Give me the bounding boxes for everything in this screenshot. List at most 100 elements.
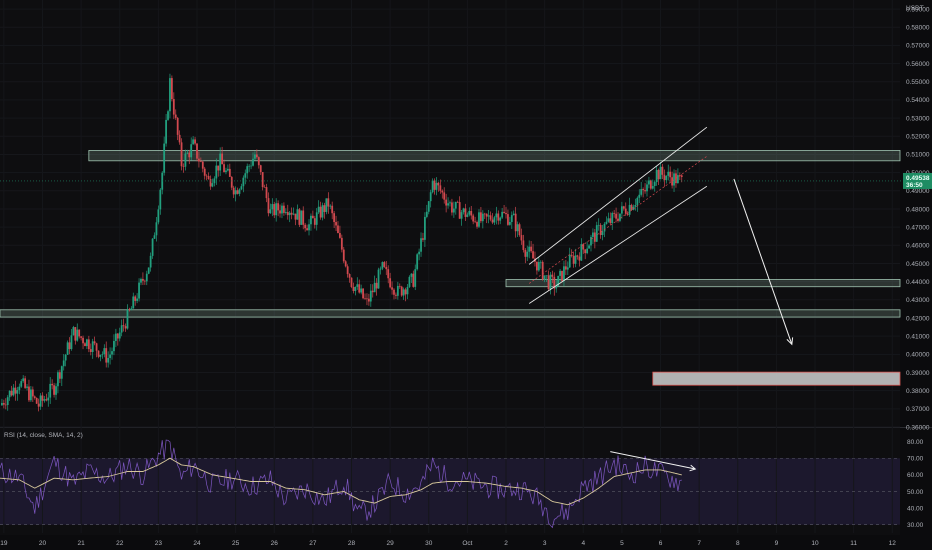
candle-up	[580, 244, 583, 261]
candle-up	[563, 266, 565, 281]
time-tick-label: Oct	[462, 540, 472, 547]
time-axis[interactable]	[0, 535, 932, 550]
candle-down	[476, 222, 478, 227]
candle-up	[39, 395, 42, 407]
candle-down	[570, 254, 573, 256]
candle-up	[427, 201, 430, 212]
candle-down	[391, 287, 393, 290]
zone-target	[652, 371, 901, 386]
price-pane[interactable]	[0, 0, 900, 427]
candle-down	[277, 203, 280, 211]
candle-up	[369, 290, 372, 302]
candle-up	[49, 383, 52, 398]
candle-up	[284, 212, 287, 213]
candle-down	[2, 402, 5, 405]
candle-down	[671, 177, 674, 186]
candle-down	[576, 255, 579, 257]
candle-up	[559, 270, 561, 276]
candle-down	[518, 224, 521, 236]
candle-up	[57, 372, 59, 387]
candle-up	[244, 173, 247, 178]
price-axis[interactable]	[900, 0, 932, 535]
candle-down	[93, 341, 96, 344]
candle-down	[669, 171, 672, 178]
rsi-line	[0, 439, 682, 529]
candle-down	[263, 187, 266, 188]
candle-up	[545, 275, 548, 276]
candle-up	[250, 165, 252, 167]
candle-down	[306, 228, 308, 231]
price-tick-label: 0.37000	[906, 406, 930, 413]
candle-down	[470, 210, 473, 216]
candle-up	[537, 262, 540, 271]
candle-down	[265, 187, 268, 199]
rsi-axis-labels: 80.00 70.00 60.00 50.00 40.00 30.00	[907, 439, 924, 529]
time-tick-label: 11	[850, 540, 857, 547]
candle-up	[634, 204, 637, 207]
candle-down	[497, 213, 500, 221]
candle-down	[439, 185, 442, 191]
candle-up	[673, 173, 675, 186]
candle-up	[132, 296, 135, 309]
candle-up	[410, 273, 413, 277]
candle-down	[97, 350, 100, 357]
candle-up	[499, 217, 502, 221]
candle-up	[20, 381, 23, 387]
time-tick-label: 4	[581, 540, 585, 547]
candle-down	[443, 192, 446, 200]
candle-up	[408, 276, 411, 287]
candle-up	[557, 275, 560, 287]
candle-up	[120, 325, 123, 333]
candle-down	[514, 213, 517, 232]
candle-down	[37, 403, 40, 407]
time-tick-label: 6	[659, 540, 663, 547]
candle-down	[364, 298, 366, 299]
candle-down	[474, 221, 477, 223]
candle-down	[230, 176, 233, 188]
candle-up	[163, 143, 166, 173]
candle-down	[87, 339, 90, 350]
candle-down	[221, 153, 224, 165]
candle-down	[78, 329, 81, 337]
candle-up	[516, 224, 519, 232]
candle-down	[485, 213, 488, 217]
price-badge-value: 0.49538	[906, 175, 930, 182]
time-tick-label: 28	[348, 540, 356, 547]
candle-down	[578, 256, 581, 261]
rsi-divergence-arrow-head	[689, 464, 697, 472]
candle-up	[414, 269, 417, 287]
candle-up	[420, 238, 422, 252]
candle-down	[180, 142, 183, 167]
candle-up	[225, 170, 227, 173]
time-tick-label: 29	[387, 540, 395, 547]
candle-up	[607, 218, 610, 222]
candle-down	[346, 266, 349, 275]
candle-up	[149, 255, 152, 268]
candle-down	[593, 232, 596, 242]
candle-up	[447, 203, 449, 206]
candle-up	[543, 275, 546, 280]
candle-up	[620, 206, 623, 214]
candle-up	[592, 232, 594, 237]
price-tick-label: 0.54000	[906, 97, 930, 104]
candle-down	[199, 161, 202, 163]
candle-down	[228, 168, 231, 177]
candle-down	[458, 202, 461, 219]
price-tick-label: 0.40000	[906, 352, 930, 359]
candle-down	[412, 273, 415, 287]
candle-up	[373, 282, 376, 293]
candle-down	[400, 286, 403, 296]
price-tick-label: 0.51000	[906, 152, 930, 159]
rsi-indicator-title[interactable]: RSI (14, close, SMA, 14, 2)	[4, 432, 83, 439]
channel-layer	[528, 126, 794, 346]
candle-up	[449, 202, 451, 204]
time-tick-label: 20	[39, 540, 47, 547]
candle-down	[366, 298, 368, 300]
candle-up	[508, 221, 511, 225]
candle-down	[362, 288, 364, 299]
candle-down	[194, 139, 196, 144]
candle-up	[478, 212, 480, 227]
candle-down	[375, 282, 378, 289]
candle-down	[41, 395, 44, 401]
